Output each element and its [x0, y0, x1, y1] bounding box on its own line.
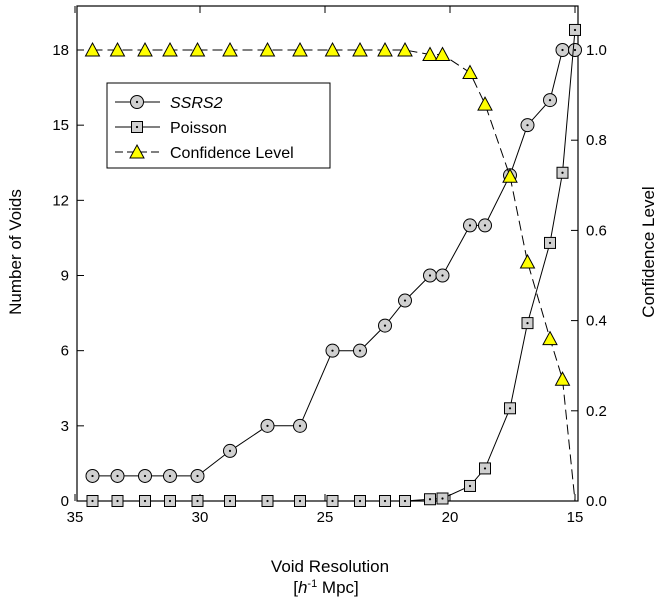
series-ssrs2: [85, 43, 582, 483]
y-tick-label: 0: [61, 493, 69, 510]
data-point-confidence: [352, 41, 368, 57]
data-point-confidence: [222, 41, 238, 57]
data-point-center: [573, 48, 577, 52]
y-tick-label: 12: [52, 192, 69, 209]
axis-ticks: [74, 6, 578, 502]
data-point-center: [548, 241, 552, 245]
data-point-center: [441, 274, 444, 277]
data-point-confidence: [189, 41, 206, 57]
y-tick-label: 18: [52, 42, 69, 59]
y2-tick-label: 0.0: [586, 493, 607, 510]
x-axis-units: [h-1 Mpc]: [293, 578, 359, 597]
data-point-center: [91, 474, 94, 478]
data-point-center: [403, 299, 407, 302]
data-point-center: [331, 499, 334, 503]
data-point-center: [331, 349, 334, 352]
data-point-center: [358, 499, 362, 503]
data-point-center: [383, 499, 387, 503]
data-point-center: [383, 324, 387, 327]
data-point-confidence: [162, 41, 178, 57]
y2-tick-label: 1.0: [586, 42, 607, 59]
y-tick-label: 6: [61, 343, 69, 360]
x-tick-label: 25: [317, 509, 334, 526]
data-point-center: [228, 499, 232, 503]
tick-labels: 35 30 25 20 15 0 3 6 9 12 15 18 0.0 0.2 0.4 0.6 0.8 1.0: [52, 42, 607, 526]
data-point-center: [168, 474, 172, 478]
data-point-center: [468, 484, 472, 488]
series-layer: [84, 23, 582, 507]
data-point-confidence: [434, 46, 451, 62]
data-point-confidence: [292, 41, 308, 57]
x-tick-label: 15: [567, 509, 584, 526]
data-point-center: [548, 99, 552, 102]
legend-box: [106, 82, 331, 169]
data-point-center: [91, 499, 94, 503]
y2-tick-label: 0.2: [586, 403, 607, 420]
data-point-center: [143, 499, 147, 503]
data-point-center: [441, 497, 444, 500]
data-point-center: [196, 474, 199, 478]
data-point-confidence: [377, 41, 393, 57]
series-confidence-level: [84, 41, 576, 502]
x-tick-label: 35: [67, 509, 84, 526]
data-point-confidence: [84, 41, 101, 57]
data-point-center: [298, 424, 302, 427]
legend-label-ssrs2: SSRS2: [170, 95, 223, 112]
data-point-center: [298, 499, 302, 503]
x-axis-title: Void Resolution: [271, 557, 389, 576]
x-tick-label: 20: [442, 509, 459, 526]
data-point-center: [561, 48, 564, 52]
data-point-center: [508, 407, 512, 410]
legend-entry-poisson: Poisson: [115, 120, 227, 137]
data-point-center: [468, 224, 472, 227]
data-point-center: [561, 171, 564, 174]
data-point-center: [266, 499, 269, 503]
legend-triangle-marker: [129, 143, 145, 159]
legend: SSRS2 Poisson Confidence Level: [106, 82, 331, 169]
data-point-confidence: [502, 168, 518, 183]
data-point-confidence: [109, 41, 126, 57]
data-point-center: [116, 499, 119, 503]
data-point-center: [116, 474, 119, 478]
legend-entry-confidence: Confidence Level: [115, 143, 294, 162]
data-point-confidence: [259, 41, 276, 57]
legend-label-poisson: Poisson: [170, 120, 227, 137]
y-tick-label: 9: [61, 268, 69, 285]
legend-entry-ssrs2: SSRS2: [115, 95, 223, 112]
data-point-center: [358, 349, 362, 352]
y-tick-label: 3: [61, 418, 69, 435]
data-point-confidence: [422, 46, 438, 62]
data-point-center: [196, 499, 199, 503]
data-point-center: [428, 274, 432, 277]
data-point-center: [428, 498, 432, 501]
data-point-center: [483, 224, 487, 227]
data-point-center: [526, 124, 529, 127]
data-point-confidence: [324, 41, 341, 57]
y2-tick-label: 0.6: [586, 222, 607, 239]
data-point-center: [483, 467, 487, 470]
data-point-center: [143, 474, 147, 478]
data-point-confidence: [542, 330, 558, 346]
data-point-confidence: [519, 253, 536, 269]
legend-label-confidence: Confidence Level: [170, 145, 294, 162]
data-point-center: [168, 499, 172, 503]
y2-tick-label: 0.4: [586, 313, 607, 330]
data-point-center: [266, 424, 269, 427]
y2-axis-title: Confidence Level: [639, 186, 657, 317]
data-point-confidence: [462, 64, 478, 80]
data-point-confidence: [137, 41, 153, 57]
data-point-center: [228, 449, 232, 452]
data-point-confidence: [477, 96, 493, 111]
y2-tick-label: 0.8: [586, 132, 607, 149]
data-point-center: [403, 499, 407, 503]
x-tick-label: 30: [192, 509, 209, 526]
data-point-center: [526, 322, 529, 325]
y-axis-title: Number of Voids: [6, 189, 25, 315]
y-tick-label: 15: [52, 117, 69, 134]
data-point-center: [573, 28, 577, 32]
data-point-confidence: [554, 371, 571, 386]
series-poisson: [86, 23, 581, 507]
data-point-confidence: [397, 41, 413, 57]
